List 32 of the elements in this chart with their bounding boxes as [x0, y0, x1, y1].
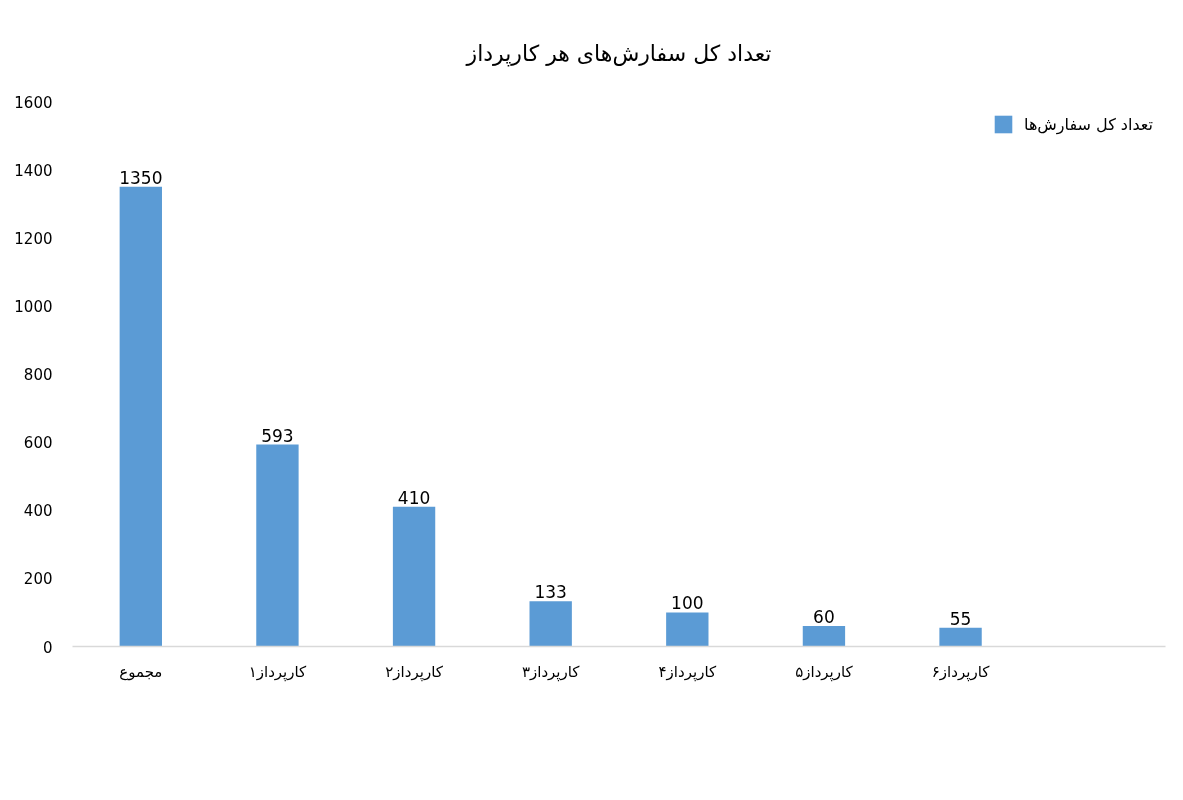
- bar: [529, 601, 572, 647]
- data-label: 133: [534, 582, 567, 603]
- bar: [392, 506, 436, 647]
- y-tick-label: 1600: [14, 93, 53, 112]
- bar: [939, 627, 982, 647]
- y-tick-label: 0: [42, 638, 53, 657]
- x-tick-label: کارپرداز۱: [248, 662, 308, 682]
- x-tick-label: کارپرداز۵: [795, 662, 854, 682]
- bar: [802, 626, 846, 647]
- y-tick-label: 1000: [14, 297, 53, 316]
- y-tick-label: 600: [23, 434, 53, 453]
- x-tick-label: مجموع: [119, 662, 163, 681]
- y-tick-label: 400: [23, 502, 53, 521]
- y-tick-label: 1400: [14, 161, 53, 180]
- x-tick-label: کارپرداز۲: [385, 662, 444, 682]
- data-label: 100: [671, 593, 704, 614]
- y-tick-label: 1200: [14, 229, 53, 248]
- x-tick-label: کارپرداز۶: [931, 662, 991, 682]
- bar: [666, 612, 709, 647]
- x-tick-label: کارپرداز۳: [521, 662, 581, 682]
- y-tick-label: 200: [23, 570, 53, 589]
- data-label: 55: [949, 608, 972, 629]
- legend-label: تعداد کل سفارش‌ها: [1024, 114, 1153, 134]
- chart-title: تعداد کل سفارش‌های هر کارپرداز: [465, 40, 772, 67]
- bar: [256, 444, 299, 647]
- data-label: 60: [813, 607, 835, 628]
- data-label: 1350: [119, 167, 163, 188]
- data-label: 410: [397, 487, 431, 508]
- bar: [119, 186, 162, 647]
- y-tick-label: 800: [23, 366, 53, 384]
- data-label: 593: [261, 425, 294, 446]
- x-tick-label: کارپرداز۴: [658, 662, 717, 682]
